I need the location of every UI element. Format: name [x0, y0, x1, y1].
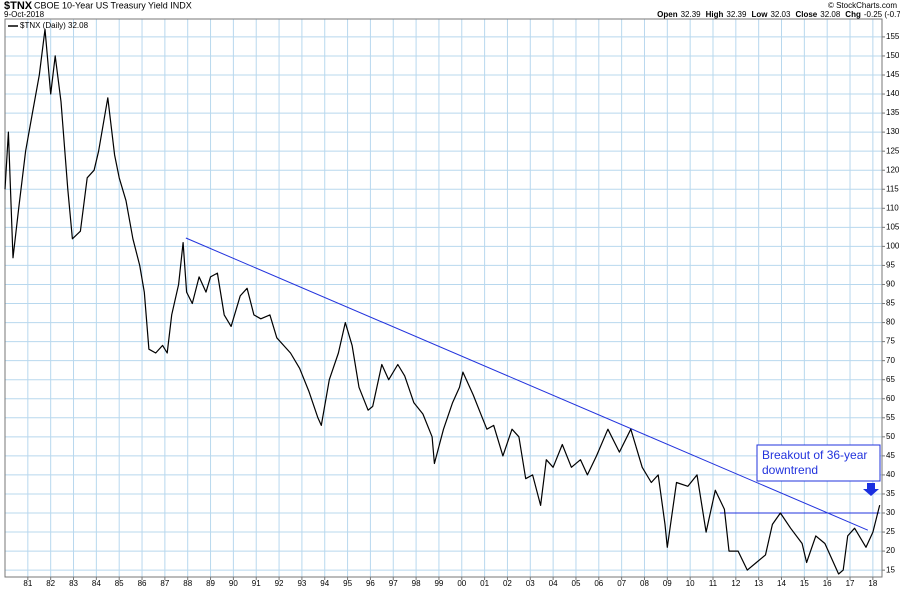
plot-frame: [4, 18, 883, 578]
x-tick-label: 85: [115, 579, 124, 588]
y-tick-label: 95: [886, 261, 895, 270]
symbol: $TNX: [4, 0, 33, 12]
date: 9-Oct-2018: [4, 10, 45, 19]
x-tick-label: 89: [206, 579, 215, 588]
x-tick-label: 91: [252, 579, 261, 588]
y-tick-label: 15: [886, 565, 895, 574]
y-tick-label: 55: [886, 413, 895, 422]
x-tick-label: 11: [709, 579, 718, 588]
quote-value: 32.03: [770, 10, 791, 19]
y-tick-label: 140: [886, 89, 900, 98]
x-tick-label: 06: [594, 579, 603, 588]
price-line: [4, 28, 881, 575]
y-tick-label: 100: [886, 241, 900, 250]
y-tick-label: 35: [886, 489, 895, 498]
arrow: [863, 483, 879, 496]
y-tick-label: 150: [886, 51, 900, 60]
y-tick-label: 25: [886, 527, 895, 536]
trendline: [185, 237, 869, 531]
grid: [5, 19, 882, 577]
x-tick-label: 01: [480, 579, 489, 588]
x-tick-label: 10: [686, 579, 695, 588]
x-tick-label: 95: [343, 579, 352, 588]
x-tick-label: 12: [731, 579, 740, 588]
x-tick-label: 00: [457, 579, 466, 588]
annotation-box: [756, 444, 881, 482]
y-tick-label: 70: [886, 356, 895, 365]
y-tick-label: 130: [886, 127, 900, 136]
y-tick-label: 60: [886, 394, 895, 403]
x-tick-label: 93: [297, 579, 306, 588]
x-tick-label: 86: [138, 579, 147, 588]
x-tick-label: 82: [46, 579, 55, 588]
y-tick-label: 75: [886, 337, 895, 346]
legend-label: $TNX (Daily) 32.08: [20, 21, 89, 30]
annotation-text: downtrend: [762, 463, 818, 477]
source: © StockCharts.com: [828, 1, 897, 10]
x-tick-label: 92: [275, 579, 284, 588]
x-tick-label: 81: [23, 579, 32, 588]
chart-title: CBOE 10-Year US Treasury Yield INDX: [34, 0, 192, 10]
x-tick-label: 96: [366, 579, 375, 588]
x-tick-label: 13: [754, 579, 763, 588]
y-tick-label: 115: [886, 184, 899, 193]
quote-label: Open: [657, 10, 678, 19]
x-tick-label: 15: [800, 579, 809, 588]
x-tick-label: 04: [549, 579, 558, 588]
x-tick-label: 02: [503, 579, 512, 588]
x-tick-label: 98: [412, 579, 421, 588]
x-tick-label: 99: [434, 579, 443, 588]
x-tick-label: 03: [526, 579, 535, 588]
quote-value: -0.25 (-0.77%): [864, 10, 900, 19]
y-tick-label: 50: [886, 432, 895, 441]
x-tick-label: 18: [868, 579, 877, 588]
y-tick-label: 135: [886, 108, 900, 117]
quote-text: Open 32.39 High 32.39 Low 32.03 Close 32.08 Chg -…: [657, 10, 900, 19]
x-tick-label: 88: [183, 579, 192, 588]
quote-label: Low: [751, 10, 768, 19]
x-tick-label: 84: [92, 579, 101, 588]
x-tick-label: 17: [846, 579, 855, 588]
quote-value: 32.08: [820, 10, 841, 19]
x-tick-label: 08: [640, 579, 649, 588]
y-tick-label: 40: [886, 470, 895, 479]
x-tick-label: 16: [823, 579, 832, 588]
x-tick-label: 05: [572, 579, 581, 588]
y-tick-label: 110: [886, 203, 899, 212]
quote-label: Chg: [845, 10, 861, 19]
y-tick-label: 145: [886, 70, 900, 79]
x-tick-label: 94: [320, 579, 329, 588]
x-tick-label: 87: [160, 579, 169, 588]
x-tick-label: 97: [389, 579, 398, 588]
quote: Open 32.39 High 32.39 Low 32.03 Close 32.08 Chg -…: [657, 10, 900, 19]
y-tick-label: 90: [886, 280, 895, 289]
y-tick-label: 80: [886, 318, 895, 327]
x-tick-label: 83: [69, 579, 78, 588]
quote-value: 32.39: [726, 10, 747, 19]
y-tick-label: 65: [886, 375, 895, 384]
x-tick-label: 09: [663, 579, 672, 588]
quote-label: Close: [795, 10, 817, 19]
x-tick-label: 90: [229, 579, 238, 588]
y-tick-label: 120: [886, 165, 900, 174]
y-tick-label: 30: [886, 508, 895, 517]
y-tick-label: 85: [886, 299, 895, 308]
y-tick-label: 20: [886, 546, 895, 555]
x-tick-label: 14: [777, 579, 786, 588]
y-tick-label: 45: [886, 451, 895, 460]
annotation-text: Breakout of 36-year: [762, 448, 867, 462]
quote-value: 32.39: [681, 10, 702, 19]
y-tick-label: 125: [886, 146, 900, 155]
quote-label: High: [706, 10, 724, 19]
x-tick-label: 07: [617, 579, 626, 588]
y-tick-label: 155: [886, 32, 900, 41]
y-tick-label: 105: [886, 222, 900, 231]
